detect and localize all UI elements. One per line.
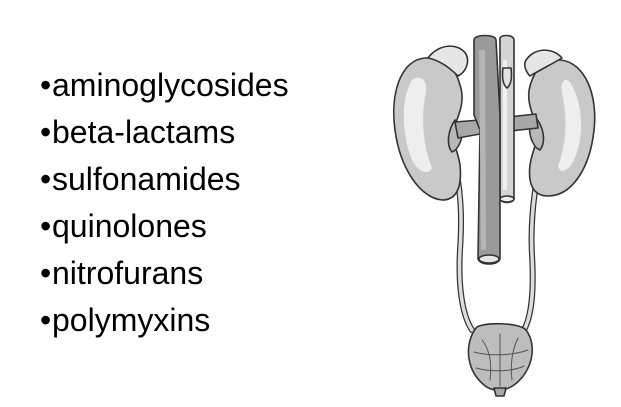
drug-class-label: quinolones [52,208,207,244]
vena-cava-highlight [479,50,486,250]
bullet-marker: • [40,114,52,150]
bullet-marker: • [40,302,52,338]
bladder-fold-3 [510,337,519,381]
list-item: •beta-lactams [40,109,289,156]
drug-class-label: nitrofurans [52,255,204,291]
right-kidney-highlight [558,79,582,171]
bullet-marker: • [40,255,52,291]
drug-class-list: •aminoglycosides •beta-lactams •sulfonam… [40,62,289,344]
bladder-fold-5 [475,365,525,372]
list-item: •quinolones [40,203,289,250]
left-adrenal [427,45,469,77]
list-item: •polymyxins [40,297,289,344]
vena-cava-opening [478,254,500,264]
bladder-fold-4 [473,349,529,356]
left-kidney-highlight [403,77,432,173]
drug-class-label: aminoglycosides [52,67,289,103]
right-kidney [527,59,596,197]
bullet-marker: • [40,208,52,244]
list-item: •aminoglycosides [40,62,289,109]
aortic-branch [501,67,513,89]
bladder-fold-1 [481,339,492,381]
bullet-marker: • [40,161,52,197]
drug-class-label: polymyxins [52,302,211,338]
bullet-marker: • [40,67,52,103]
aorta-opening [499,195,515,203]
drug-class-label: sulfonamides [52,161,241,197]
list-item: •nitrofurans [40,250,289,297]
urinary-system-icon [393,34,596,397]
vena-cava [473,34,501,265]
drug-class-label: beta-lactams [52,114,236,150]
list-item: •sulfonamides [40,156,289,203]
right-adrenal [523,49,563,77]
urethra [493,387,507,397]
aorta-highlight [503,60,507,190]
